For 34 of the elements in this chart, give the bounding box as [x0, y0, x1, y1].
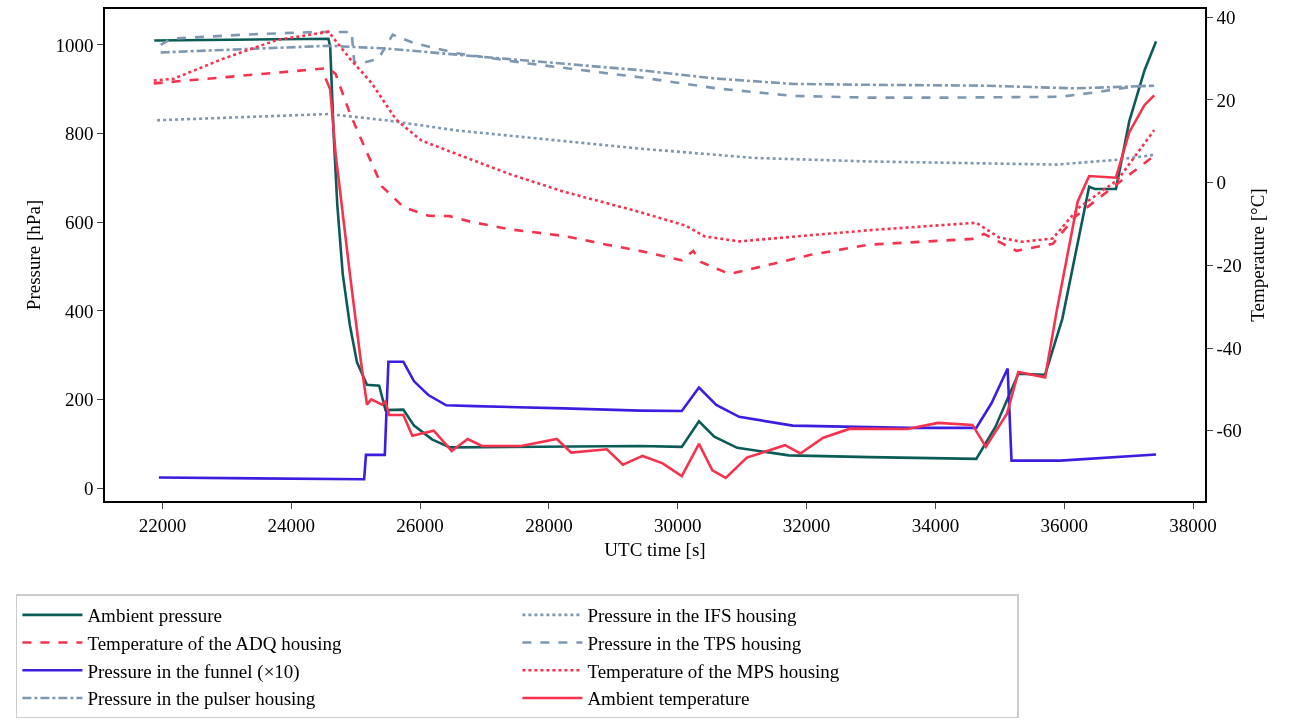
y-tick-label: 200 — [64, 389, 94, 411]
legend-label: Pressure in the IFS housing — [587, 605, 797, 627]
line-series — [157, 360, 1158, 481]
x-tick-label: 26000 — [396, 514, 444, 536]
y-tick-label: 400 — [64, 300, 94, 322]
y2-tick-label: -40 — [1216, 337, 1242, 359]
x-tick-label: 24000 — [267, 514, 316, 536]
x-tick-label: 28000 — [525, 514, 573, 536]
y-tick-label: 800 — [64, 123, 94, 145]
y-tick-label: 1000 — [55, 34, 94, 56]
legend-label: Temperature of the MPS housing — [587, 660, 840, 682]
y-axis-title: Pressure [hPa] — [22, 199, 44, 311]
y2-axis-title: Temperature [°C] — [1247, 188, 1269, 322]
y2-tick-label: 0 — [1216, 172, 1227, 194]
legend-label: Pressure in the pulser housing — [87, 688, 316, 710]
x-tick-label: 38000 — [1169, 514, 1217, 536]
y-tick-label: 600 — [64, 211, 94, 233]
x-tick-label: 34000 — [911, 514, 960, 536]
legend-label: Ambient temperature — [587, 688, 750, 710]
legend-label: Pressure in the funnel (×10) — [87, 660, 300, 683]
x-tick-label: 32000 — [782, 514, 831, 536]
x-tick-label: 22000 — [138, 514, 187, 536]
y-tick-label: 0 — [83, 477, 94, 499]
legend-label: Pressure in the TPS housing — [587, 632, 802, 654]
y2-tick-label: 20 — [1216, 89, 1236, 111]
y2-tick-label: -20 — [1216, 254, 1242, 276]
y2-tick-label: -60 — [1216, 420, 1242, 442]
legend-label: Ambient pressure — [87, 605, 222, 627]
legend-label: Temperature of the ADQ housing — [87, 632, 342, 654]
x-axis-title: UTC time [s] — [604, 538, 706, 560]
line-series — [155, 112, 1156, 166]
x-tick-label: 30000 — [654, 514, 702, 536]
x-tick-label: 36000 — [1040, 514, 1089, 536]
y2-tick-label: 40 — [1216, 6, 1236, 28]
